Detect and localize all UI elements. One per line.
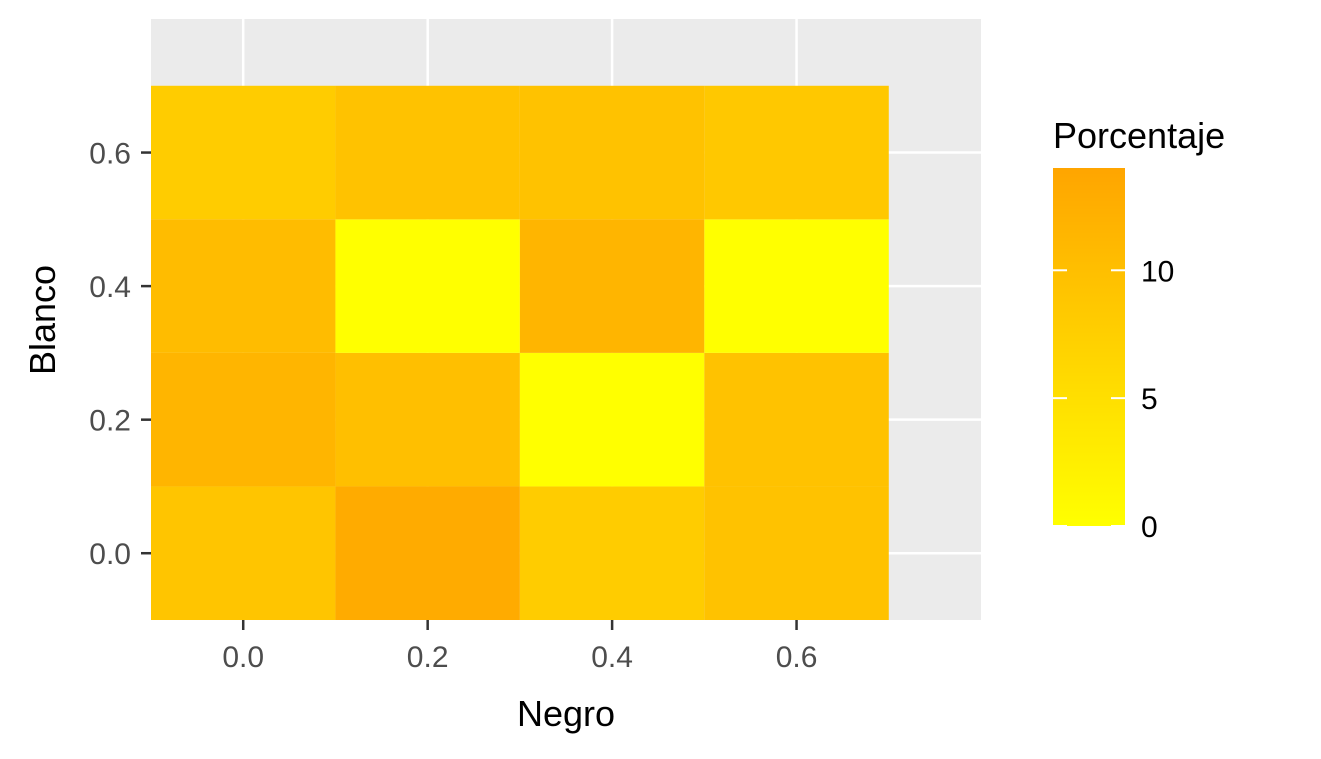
heatmap-cell: [519, 486, 705, 620]
heatmap-cell: [335, 219, 520, 353]
y-axis: 0.0 0.2 0.4 0.6: [89, 138, 151, 571]
heatmap-cell: [704, 219, 889, 353]
heatmap-cell: [151, 352, 336, 487]
y-tick-label: 0.2: [89, 405, 131, 438]
legend-tick-label: 10: [1141, 255, 1174, 288]
x-tick-label: 0.4: [591, 641, 633, 674]
y-tick-label: 0.6: [89, 138, 131, 171]
heatmap-cell: [519, 352, 705, 487]
heatmap-cell: [335, 85, 520, 220]
legend-ticks: 0 5 10: [1053, 255, 1174, 544]
heatmap-cells: [151, 85, 889, 620]
x-axis-title: Negro: [517, 693, 615, 734]
legend-title: Porcentaje: [1053, 115, 1225, 156]
heatmap-cell: [151, 486, 336, 620]
heatmap-cell: [704, 486, 889, 620]
y-tick-label: 0.0: [89, 538, 131, 571]
legend-tick-label: 0: [1141, 511, 1158, 544]
heatmap-cell: [704, 352, 889, 487]
y-axis-title: Blanco: [22, 265, 63, 375]
x-tick-label: 0.2: [407, 641, 449, 674]
legend-tick-label: 5: [1141, 383, 1158, 416]
x-tick-label: 0.6: [776, 641, 818, 674]
color-legend: Porcentaje 0 5 10: [1053, 115, 1225, 544]
y-tick-label: 0.4: [89, 271, 131, 304]
heatmap-cell: [704, 85, 889, 220]
x-axis: 0.0 0.2 0.4 0.6: [222, 620, 817, 674]
heatmap-cell: [519, 219, 705, 353]
heatmap-cell: [335, 486, 520, 620]
heatmap-cell: [335, 352, 520, 487]
legend-colorbar: [1053, 168, 1125, 526]
x-tick-label: 0.0: [222, 641, 264, 674]
heatmap-cell: [519, 85, 705, 220]
heatmap-cell: [151, 85, 336, 220]
heatmap-cell: [151, 219, 336, 353]
